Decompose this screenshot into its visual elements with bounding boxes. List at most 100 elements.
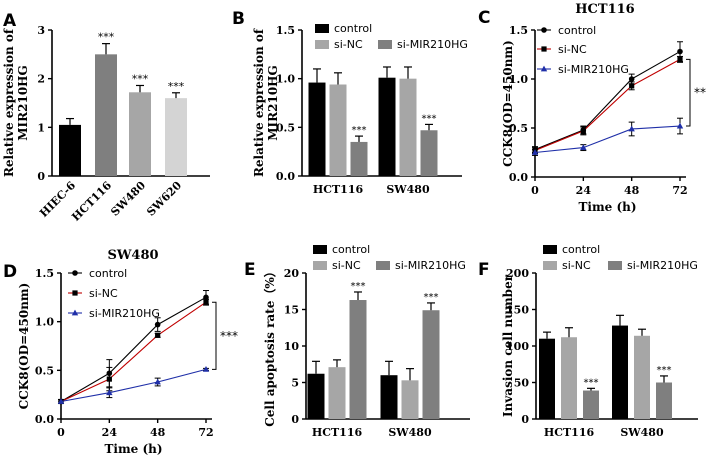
panel-letter-c: C: [478, 8, 490, 28]
marker-square: [629, 83, 635, 89]
y-axis-label-group: CCK8(OD=450nm): [17, 283, 31, 410]
marker-square: [106, 376, 112, 382]
y-tick-label: 20: [284, 267, 300, 280]
y-axis-label-group: Relative expression of MIR210HG: [2, 28, 30, 177]
y-tick-label: 1.0: [509, 73, 528, 86]
significance-label: ***: [424, 292, 439, 303]
x-tick-label: SW480: [620, 426, 664, 439]
chart-title: HCT116: [575, 2, 634, 17]
bar-si-nc-sw480: [399, 78, 417, 176]
y-axis-label: Relative expression of: [2, 28, 16, 177]
legend-label: si-NC: [89, 287, 118, 300]
bar-sw620: [165, 98, 187, 176]
y-tick-label: 0.0: [509, 171, 528, 184]
series-line-control: [60, 296, 207, 402]
y-axis-label: CCK8(OD=450nm): [501, 40, 515, 167]
y-tick-label: 3: [37, 24, 45, 37]
legend-label: control: [332, 243, 370, 256]
significance-label: ***: [352, 125, 367, 136]
legend-label: si-MIR210HG: [397, 38, 468, 51]
legend-marker-square: [72, 290, 78, 296]
significance-label: ***: [351, 281, 366, 292]
y-axis-label: MIR210HG: [266, 65, 280, 141]
marker-circle: [203, 294, 209, 301]
x-tick-label: SW480: [388, 426, 432, 439]
y-tick-label: 150: [506, 304, 529, 317]
panel-letter-a: A: [3, 11, 17, 31]
legend-swatch: [315, 24, 329, 33]
bar-control-sw480: [380, 375, 398, 419]
y-tick-label: 200: [506, 267, 529, 280]
bar-si-mir210hg-hct116: [583, 390, 599, 419]
x-tick-label: HCT116: [313, 183, 364, 196]
panel-letter-e: E: [244, 260, 256, 280]
marker-square: [580, 128, 586, 134]
series-line-si-nc: [534, 58, 681, 152]
x-tick-label: SW620: [144, 179, 184, 219]
legend-label: si-NC: [332, 259, 361, 272]
series-line-control: [534, 51, 681, 151]
legend-marker-circle: [72, 270, 78, 276]
y-axis-label-group: CCK8(OD=450nm): [501, 40, 515, 167]
panel-letter-f: F: [478, 260, 490, 280]
marker-circle: [677, 48, 683, 55]
x-tick-label: 24: [102, 426, 118, 439]
legend-swatch: [608, 261, 622, 270]
bar-si-mir210hg-hct116: [350, 141, 368, 176]
legend-label: si-MIR210HG: [89, 307, 160, 320]
bar-si-nc-sw480: [634, 335, 650, 419]
series-line-si-mir210hg: [534, 125, 681, 154]
marker-square: [155, 332, 161, 338]
y-tick-label: 1.5: [35, 267, 54, 280]
legend-label: control: [334, 22, 372, 35]
x-tick-label: HCT116: [69, 179, 114, 224]
x-tick-group: SW620: [144, 179, 184, 219]
x-tick-label: 72: [672, 184, 687, 197]
x-tick-label: 72: [198, 426, 213, 439]
legend-label: si-MIR210HG: [627, 259, 698, 272]
series-line-si-mir210hg: [60, 368, 207, 403]
x-tick-label: 48: [150, 426, 166, 439]
significance-label: **: [694, 86, 706, 100]
y-tick-label: 1.5: [509, 24, 528, 37]
legend-label: si-NC: [558, 43, 587, 56]
significance-bracket: [212, 301, 217, 370]
x-tick-label: 24: [576, 184, 592, 197]
legend-swatch: [378, 40, 392, 49]
legend-swatch: [313, 261, 327, 270]
bar-control-sw480: [612, 325, 628, 419]
marker-triangle: [531, 149, 539, 155]
x-tick-label: HCT116: [544, 426, 595, 439]
legend-label: si-MIR210HG: [395, 259, 466, 272]
marker-triangle: [106, 389, 113, 396]
marker-square: [677, 56, 683, 62]
marker-triangle: [202, 365, 210, 372]
y-axis-label: Relative expression of: [252, 28, 266, 177]
x-tick-label: 0: [531, 184, 539, 197]
bar-hct116: [95, 54, 117, 177]
bar-si-mir210hg-sw480: [656, 382, 672, 419]
bar-si-mir210hg-hct116: [349, 300, 367, 419]
legend-swatch: [543, 261, 557, 270]
bar-si-nc-hct116: [329, 84, 347, 176]
bar-control-sw480: [378, 77, 396, 176]
significance-label: ***: [422, 113, 437, 124]
significance-bracket: [686, 58, 691, 127]
bar-control-hct116: [308, 82, 326, 176]
bar-si-mir210hg-sw480: [420, 130, 438, 176]
x-tick-label: 48: [624, 184, 640, 197]
y-axis-label-group: Invasion cell number: [501, 274, 515, 417]
legend-label: si-NC: [334, 38, 363, 51]
y-tick-label: 0: [37, 170, 45, 183]
y-tick-label: 50: [514, 377, 530, 390]
bar-si-nc-hct116: [561, 337, 577, 419]
x-tick-label: HCT116: [312, 426, 363, 439]
bar-si-mir210hg-sw480: [422, 310, 440, 419]
x-axis-label: Time (h): [578, 200, 636, 214]
x-tick-group: HCT116: [69, 179, 114, 224]
significance-label: ***: [584, 377, 599, 388]
legend-marker-circle: [541, 27, 547, 33]
significance-label: ***: [657, 365, 672, 376]
